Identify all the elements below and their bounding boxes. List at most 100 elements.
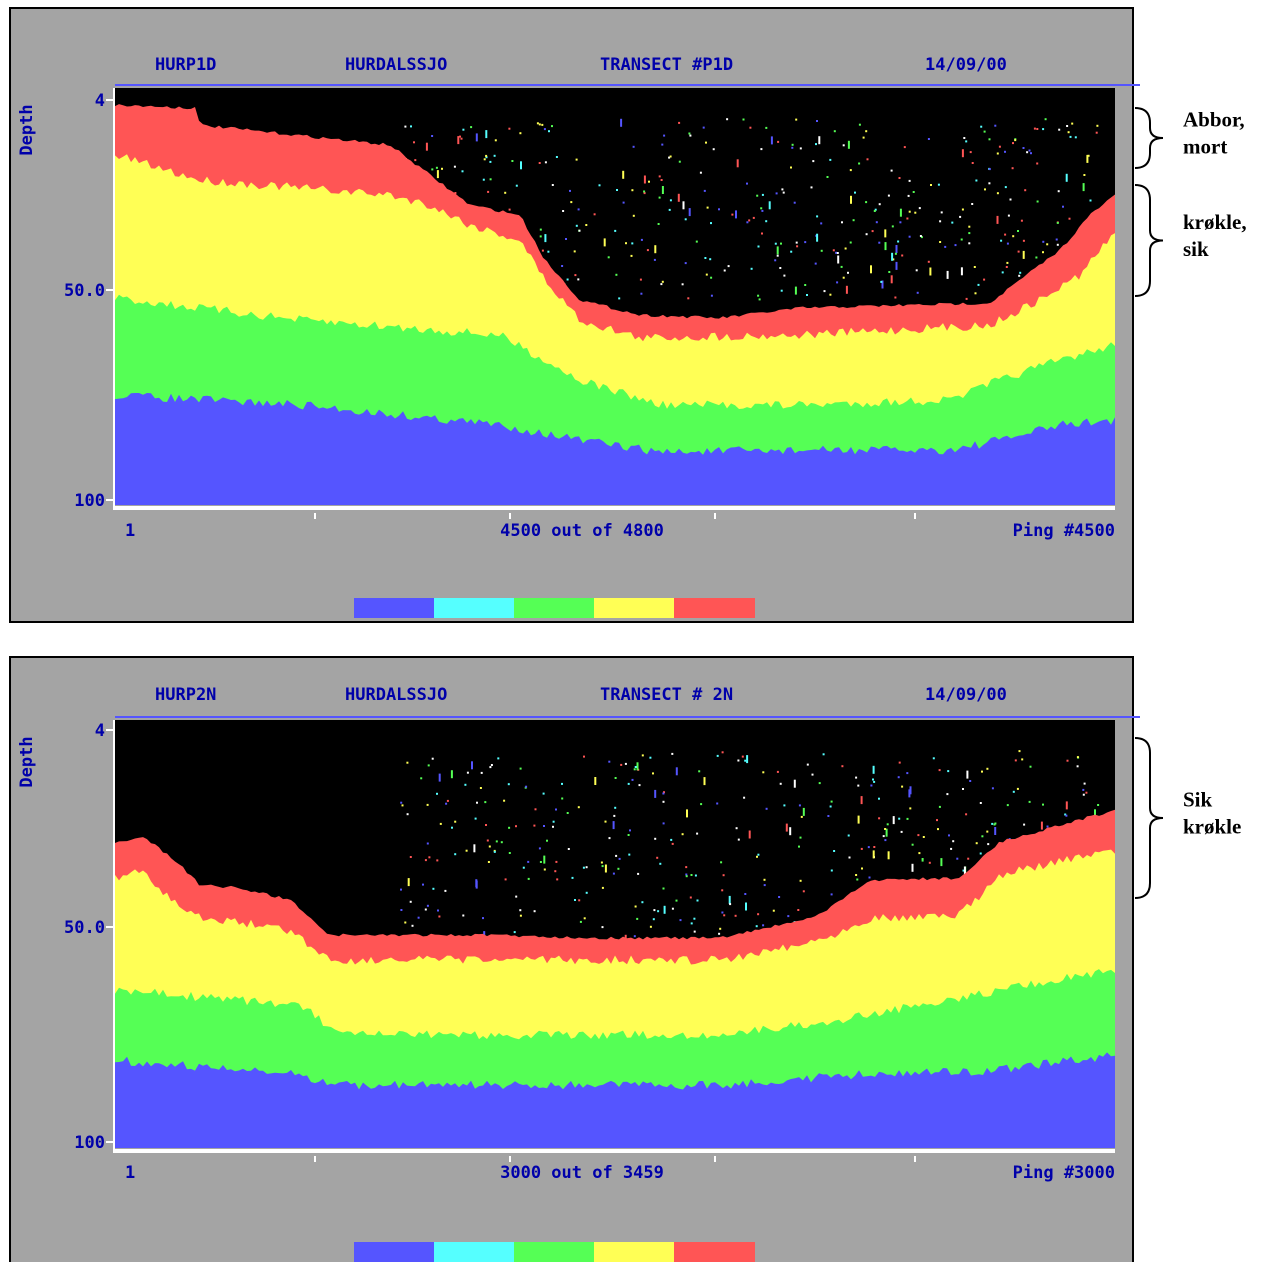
- echo-speck: [678, 194, 680, 202]
- echo-speck: [913, 191, 915, 193]
- echo-speck: [441, 168, 443, 170]
- echo-speck: [816, 215, 818, 217]
- echo-speck: [508, 783, 510, 785]
- echo-speck: [884, 229, 886, 237]
- echo-speck: [516, 185, 518, 187]
- echo-speck: [849, 857, 851, 859]
- echo-speck: [1096, 125, 1098, 127]
- echo-speck: [855, 874, 857, 876]
- echo-speck: [543, 793, 545, 795]
- echo-speck: [870, 265, 872, 273]
- echo-speck: [576, 159, 578, 161]
- echo-speck: [753, 217, 755, 219]
- echo-speck: [619, 858, 621, 860]
- echo-speck: [561, 265, 563, 267]
- echo-speck: [845, 248, 847, 250]
- echo-speck: [436, 793, 438, 795]
- echo-speck: [878, 242, 880, 244]
- color-scale-swatch: [594, 598, 675, 618]
- echo-speck: [440, 823, 442, 825]
- echo-speck: [1069, 218, 1071, 220]
- echo-speck: [907, 818, 909, 820]
- echo-speck: [742, 756, 744, 758]
- echo-speck: [428, 856, 430, 858]
- echo-speck: [756, 856, 758, 858]
- echo-speck: [801, 816, 803, 818]
- echo-speck: [861, 796, 863, 804]
- echo-speck: [642, 754, 644, 756]
- echo-speck: [678, 122, 680, 124]
- echo-speck: [1018, 275, 1020, 277]
- echo-speck: [831, 870, 833, 872]
- echo-speck: [899, 762, 901, 764]
- echo-speck: [643, 191, 645, 193]
- echo-speck: [796, 242, 798, 244]
- echo-speck: [829, 294, 831, 296]
- echo-speck: [574, 899, 576, 901]
- echo-speck: [757, 913, 759, 915]
- echo-speck: [947, 770, 949, 772]
- echo-speck: [874, 210, 876, 212]
- echo-speck: [841, 221, 843, 223]
- echo-speck: [940, 858, 942, 866]
- echo-speck: [613, 815, 615, 817]
- echo-speck: [694, 931, 696, 933]
- echo-speck: [858, 163, 860, 165]
- echo-speck: [939, 220, 941, 222]
- echo-speck: [959, 216, 961, 218]
- echo-speck: [796, 245, 798, 247]
- echo-speck: [1042, 251, 1044, 253]
- echo-speck: [664, 906, 666, 914]
- echo-speck: [537, 122, 539, 124]
- echo-speck: [1004, 234, 1006, 236]
- echo-speck: [633, 146, 635, 148]
- echo-speck: [503, 800, 505, 802]
- echo-speck: [901, 831, 903, 833]
- echo-speck: [1084, 783, 1086, 785]
- echo-speck: [1029, 150, 1031, 152]
- echo-speck: [853, 219, 855, 221]
- echo-speck: [436, 167, 438, 169]
- echo-speck: [901, 786, 903, 788]
- echo-speck: [690, 897, 692, 899]
- echo-speck: [696, 241, 698, 243]
- echo-speck: [485, 130, 487, 138]
- echo-speck: [586, 866, 588, 868]
- echo-speck: [425, 909, 427, 911]
- echo-speck: [738, 839, 740, 841]
- echo-speck: [439, 774, 441, 782]
- echo-speck: [884, 839, 886, 841]
- echo-speck: [400, 909, 402, 911]
- echo-speck: [631, 242, 633, 244]
- echo-speck: [997, 216, 999, 224]
- echo-speck: [896, 262, 898, 270]
- echo-speck: [968, 242, 970, 244]
- echogram-panel: HURP1DHURDALSSJOTRANSECT #P1D14/09/00Dep…: [10, 8, 1140, 622]
- header-file: HURP2N: [155, 685, 216, 705]
- annotation-text: krøkle,: [1183, 210, 1247, 234]
- echo-speck: [731, 214, 733, 216]
- echo-speck: [637, 873, 639, 875]
- echo-speck: [928, 261, 930, 263]
- echo-speck: [508, 128, 510, 130]
- brace: [1135, 108, 1163, 168]
- echo-speck: [980, 126, 982, 128]
- echo-speck: [748, 219, 750, 221]
- echo-speck: [1082, 789, 1084, 791]
- echo-speck: [1042, 128, 1044, 130]
- echo-speck: [670, 199, 672, 201]
- echo-speck: [704, 257, 706, 259]
- echo-speck: [438, 916, 440, 918]
- echo-speck: [803, 808, 805, 816]
- echo-speck: [1066, 174, 1068, 182]
- echo-speck: [508, 827, 510, 829]
- echo-speck: [1070, 136, 1072, 138]
- echo-speck: [908, 789, 910, 797]
- echo-speck: [968, 226, 970, 228]
- footer-ping: Ping #4500: [1013, 521, 1115, 541]
- echo-speck: [928, 138, 930, 140]
- echo-speck: [876, 221, 878, 223]
- echo-speck: [436, 859, 438, 861]
- echo-speck: [713, 148, 715, 150]
- echo-speck: [567, 279, 569, 281]
